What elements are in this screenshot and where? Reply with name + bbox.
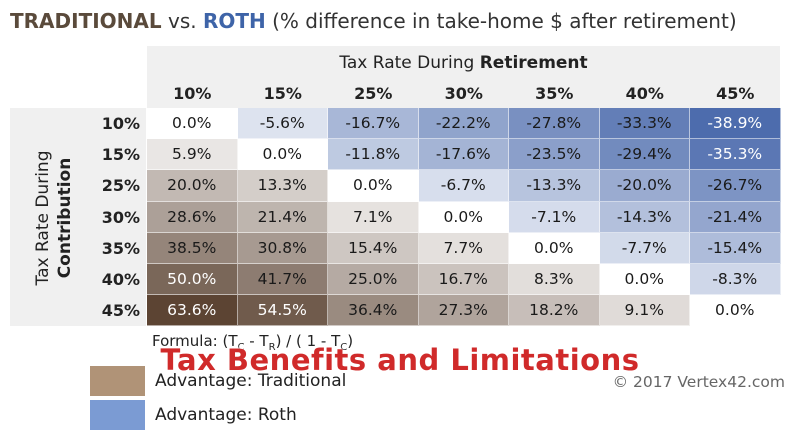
column-axis-label-bold: Retirement xyxy=(479,53,588,73)
formula-suffix: ) xyxy=(347,332,354,350)
heatmap-cell: -5.6% xyxy=(237,108,328,140)
heatmap-cell: 0.0% xyxy=(509,232,600,264)
heatmap-cell: -17.6% xyxy=(418,139,509,171)
heatmap-cell: -6.7% xyxy=(418,170,509,202)
row-header-band xyxy=(10,108,146,326)
title-roth: ROTH xyxy=(202,9,266,33)
heatmap-cell: 0.0% xyxy=(147,108,238,140)
column-label: 40% xyxy=(625,84,664,103)
heatmap-cell: 0.0% xyxy=(599,264,690,296)
heatmap-cell: 36.4% xyxy=(328,295,419,327)
heatmap-cell: -22.2% xyxy=(418,108,509,140)
heatmap-cell: -16.7% xyxy=(328,108,419,140)
column-label: 30% xyxy=(444,84,483,103)
heatmap-cell: -7.7% xyxy=(599,232,690,264)
row-label: 15% xyxy=(101,145,140,165)
heatmap-cell: 50.0% xyxy=(147,264,238,296)
row-axis-label: Tax Rate During Contribution xyxy=(24,118,84,318)
heatmap-cell: 54.5% xyxy=(237,295,328,327)
heatmap-cell: 7.1% xyxy=(328,201,419,233)
heatmap-cell: 0.0% xyxy=(328,170,419,202)
formula-mid1: - T xyxy=(244,332,269,350)
heatmap-cell: 21.4% xyxy=(237,201,328,233)
heatmap-cell: 63.6% xyxy=(147,295,238,327)
heatmap-cell: 9.1% xyxy=(599,295,690,327)
column-label: 45% xyxy=(716,84,755,103)
heatmap-cell: -29.4% xyxy=(599,139,690,171)
column-axis-label: Tax Rate During Retirement xyxy=(147,50,780,76)
heatmap-cell: 20.0% xyxy=(147,170,238,202)
heatmap-cell: 0.0% xyxy=(418,201,509,233)
heatmap-cell: -11.8% xyxy=(328,139,419,171)
heatmap-cell: 25.0% xyxy=(328,264,419,296)
legend-label-traditional: Advantage: Traditional xyxy=(155,371,347,391)
formula-sub-c2: C xyxy=(340,342,348,353)
row-axis-label-line2: Contribution xyxy=(55,157,75,279)
heatmap-cell: -15.4% xyxy=(690,232,781,264)
row-label: 40% xyxy=(101,270,140,289)
heatmap-cell: -13.3% xyxy=(509,170,600,202)
title-description: (% difference in take-home $ after retir… xyxy=(272,9,737,33)
heatmap-cell: -23.5% xyxy=(509,139,600,171)
column-header-band xyxy=(147,46,780,108)
heatmap-cell: 28.6% xyxy=(147,201,238,233)
row-label: 45% xyxy=(101,301,140,321)
column-label: 25% xyxy=(354,84,393,103)
heatmap-cell: -14.3% xyxy=(599,201,690,233)
formula-sub-c: C xyxy=(237,342,245,353)
heatmap-cell: 0.0% xyxy=(237,139,328,171)
heatmap-cell: -38.9% xyxy=(690,108,781,140)
heatmap-cell: 41.7% xyxy=(237,264,328,296)
heatmap-cell: 38.5% xyxy=(147,232,238,264)
formula-mid2: ) / ( 1 - T xyxy=(275,332,341,350)
heatmap-cell: -8.3% xyxy=(690,264,781,296)
row-label: 25% xyxy=(101,176,140,196)
heatmap-cell: 27.3% xyxy=(418,295,509,327)
heatmap-cell: -33.3% xyxy=(599,108,690,140)
column-axis-label-prefix: Tax Rate During xyxy=(339,53,480,73)
formula-prefix: Formula: (T xyxy=(152,332,238,350)
column-label: 35% xyxy=(535,84,574,103)
formula-sub-r: R xyxy=(268,342,276,353)
heatmap-cell: 30.8% xyxy=(237,232,328,264)
row-axis-label-line1: Tax Rate During xyxy=(33,150,53,286)
chart-title: TRADITIONAL vs. ROTH (% difference in ta… xyxy=(10,6,737,36)
heatmap-cell: 18.2% xyxy=(509,295,600,327)
column-label: 10% xyxy=(173,84,212,103)
heatmap-cell: 13.3% xyxy=(237,170,328,202)
heatmap-cell: 5.9% xyxy=(147,139,238,171)
heatmap-cell: 8.3% xyxy=(509,264,600,296)
title-vs: vs. xyxy=(167,9,197,33)
legend-swatch-traditional xyxy=(90,366,145,396)
formula-note: Formula: (TC - TR) / ( 1 - TC) xyxy=(152,330,354,353)
legend-label-roth: Advantage: Roth xyxy=(155,405,297,425)
heatmap-cell: -35.3% xyxy=(690,139,781,171)
heatmap-cell: -27.8% xyxy=(509,108,600,140)
row-label: 35% xyxy=(101,238,140,258)
row-label: 10% xyxy=(101,114,140,133)
copyright-text: © 2017 Vertex42.com xyxy=(612,373,785,391)
heatmap-cell: 15.4% xyxy=(328,232,419,264)
row-label: 30% xyxy=(101,207,140,227)
column-label: 15% xyxy=(263,84,302,103)
heatmap-cell: -21.4% xyxy=(690,201,781,233)
legend-swatch-roth xyxy=(90,400,145,430)
heatmap-cell: 0.0% xyxy=(690,295,781,327)
heatmap-cell: -7.1% xyxy=(509,201,600,233)
heatmap-cell: 7.7% xyxy=(418,232,509,264)
overlay-caption: Tax Benefits and Limitations xyxy=(160,343,640,377)
heatmap-cell: -20.0% xyxy=(599,170,690,202)
heatmap-cell: 16.7% xyxy=(418,264,509,296)
heatmap-cell: -26.7% xyxy=(690,170,781,202)
title-traditional: TRADITIONAL xyxy=(10,9,162,33)
